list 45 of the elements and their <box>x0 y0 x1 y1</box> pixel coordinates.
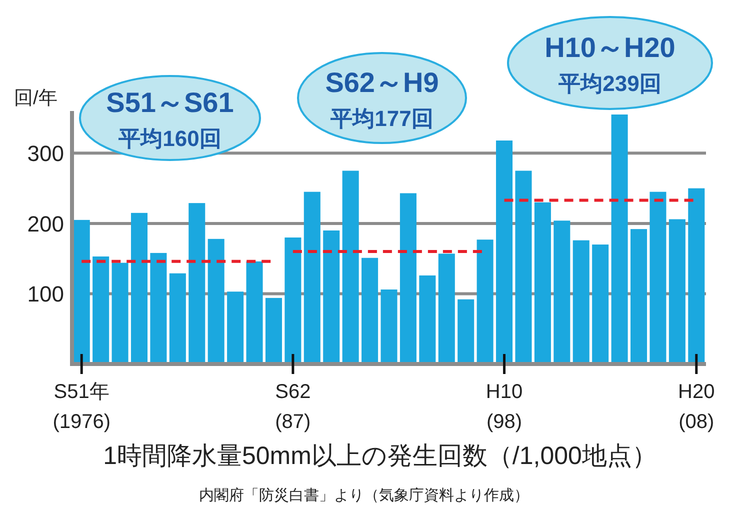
text: 内閣府「防災白書」より（気象庁資料より作成） <box>199 487 529 504</box>
x-tick-label: S62 (87) <box>275 381 311 433</box>
x-tick-label: S51年 (1976) <box>52 381 111 433</box>
bar <box>668 219 686 364</box>
bar <box>112 262 128 364</box>
bar <box>380 290 398 364</box>
bar <box>227 292 244 364</box>
bar <box>342 170 359 364</box>
bar <box>419 275 436 364</box>
bar <box>688 188 705 364</box>
bar <box>304 192 320 364</box>
text: H10～H20 平均239回 <box>544 32 676 96</box>
bar <box>476 240 494 364</box>
x-tick-label: H10 (98) <box>486 381 523 433</box>
y-axis-title: 回/年 <box>14 88 58 109</box>
bar <box>534 202 551 364</box>
bar <box>400 193 416 364</box>
bar <box>611 114 628 364</box>
bar <box>650 192 666 364</box>
bar <box>130 212 148 364</box>
bar <box>169 273 186 364</box>
x-tick-label: H20 (08) <box>678 381 715 433</box>
bar <box>188 203 206 364</box>
bar <box>323 230 340 364</box>
annotation: S62～H9 平均177回 <box>325 67 439 131</box>
bar <box>438 254 455 364</box>
bar <box>592 244 609 364</box>
bar <box>150 252 167 364</box>
bar <box>515 170 532 364</box>
bar <box>362 258 378 364</box>
bar <box>208 238 224 364</box>
bar <box>554 220 570 364</box>
bar <box>92 256 110 364</box>
bar <box>458 299 474 364</box>
y-tick-label: 300 <box>27 141 64 166</box>
bar <box>572 240 590 364</box>
bar <box>265 298 282 364</box>
y-tick-label: 100 <box>27 282 64 307</box>
bar <box>630 229 648 364</box>
bar <box>284 238 302 364</box>
bar <box>246 261 263 364</box>
annotation: S51～S61 平均160回 <box>106 87 234 151</box>
y-tick-label: 200 <box>27 211 64 236</box>
bar <box>496 140 513 364</box>
x-axis-title: 1時間降水量50mm以上の発生回数（/1,000地点） <box>103 442 657 470</box>
